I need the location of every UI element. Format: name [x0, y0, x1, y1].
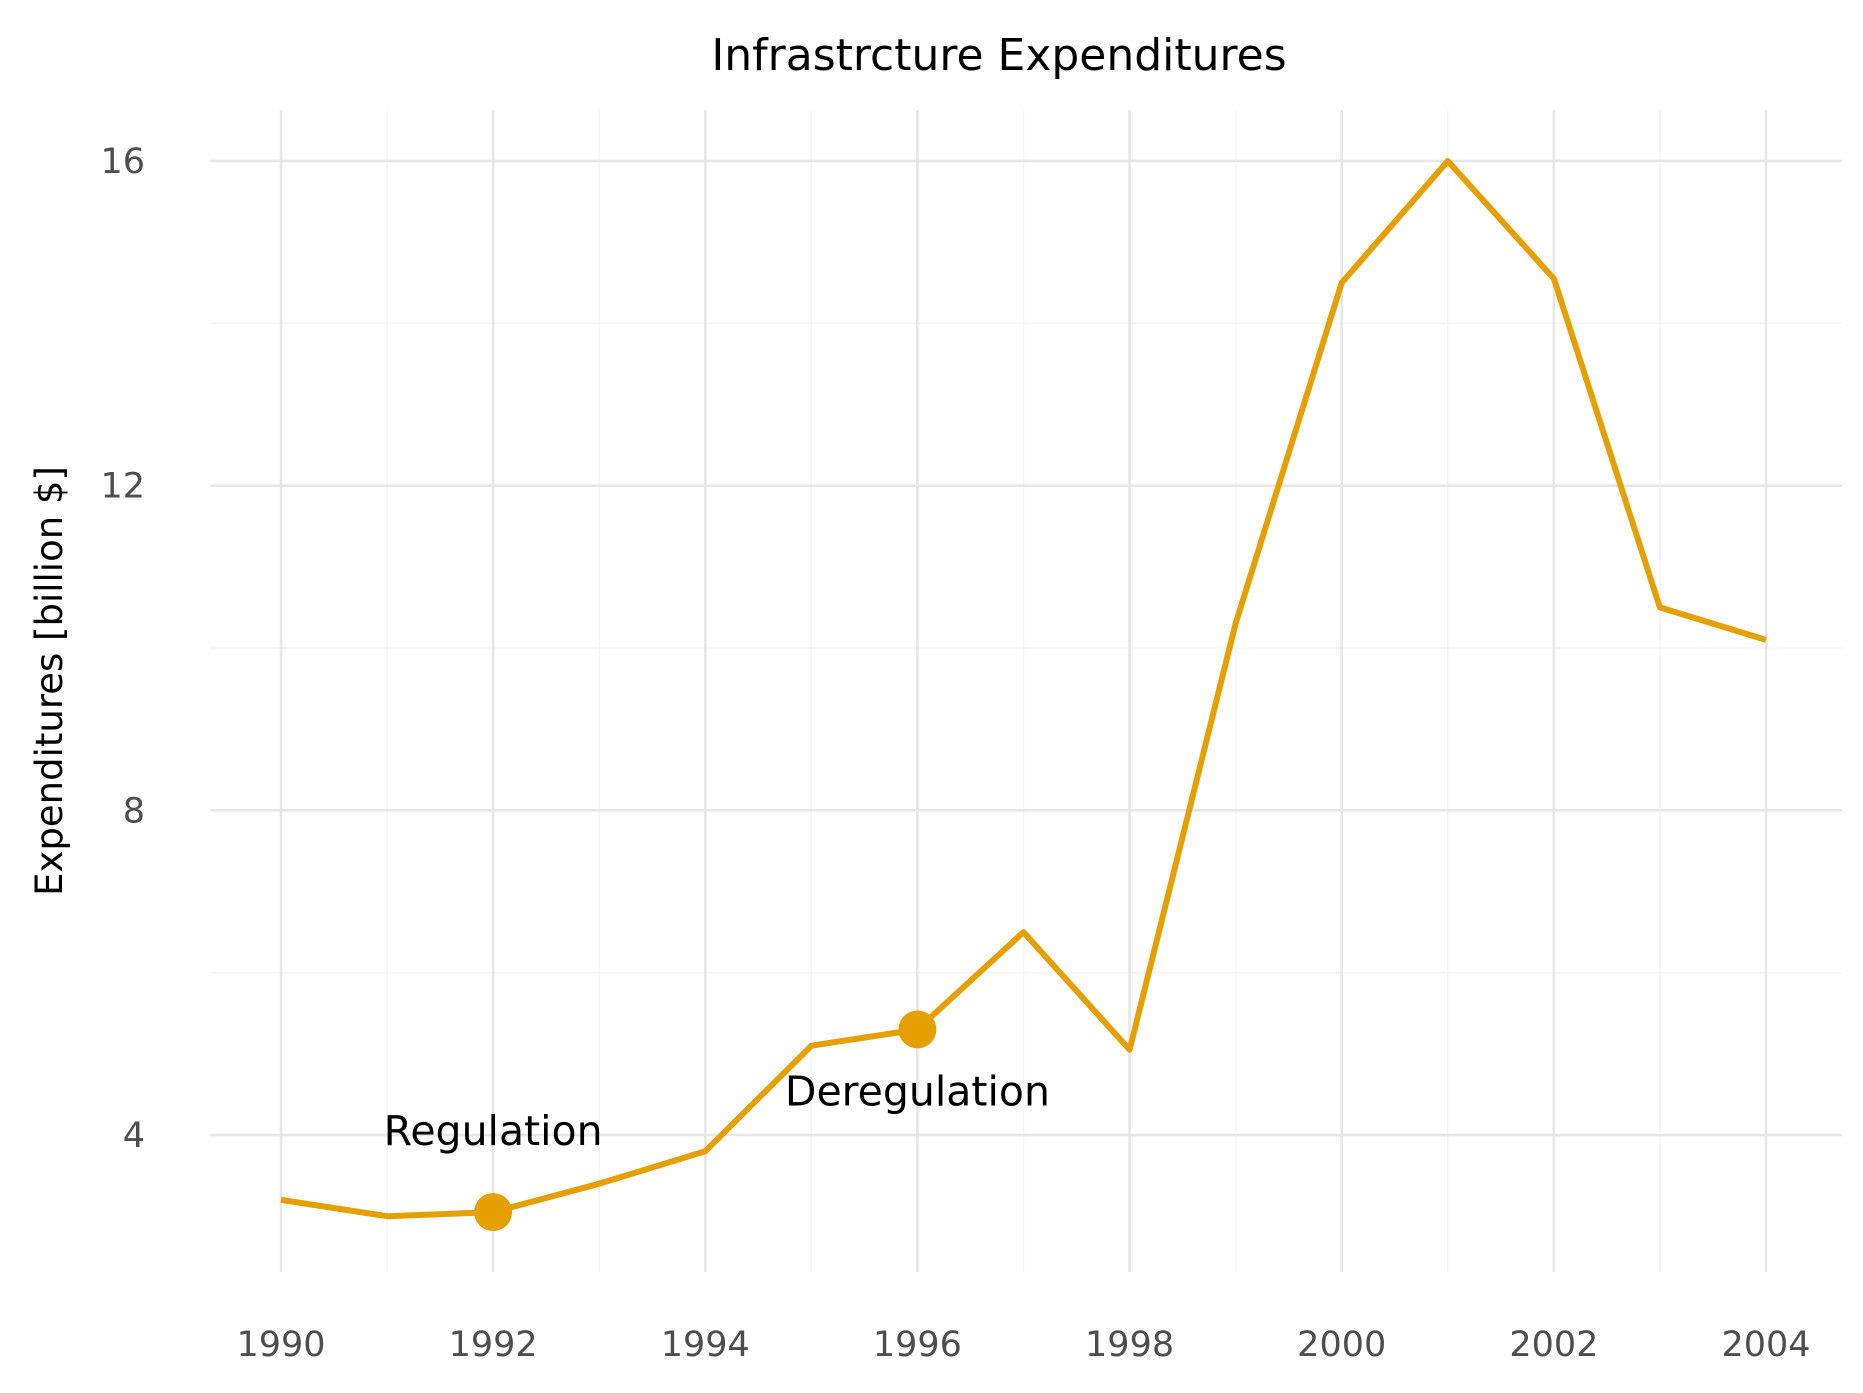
annotation-label: Deregulation	[785, 1067, 1050, 1115]
x-tick-label: 1990	[236, 1325, 325, 1365]
x-tick-label: 1994	[661, 1325, 750, 1365]
major-gridlines	[210, 110, 1842, 1272]
highlight-point	[474, 1193, 513, 1232]
x-tick-labels: 1990 1992 1994 1996 1998 2000 2002 2004	[236, 1325, 1810, 1365]
y-tick-label: 12	[100, 467, 145, 507]
series-layer	[280, 158, 1767, 1220]
x-tick-label: 1992	[449, 1325, 538, 1365]
highlight-points	[474, 1010, 937, 1232]
annotation-label: Regulation	[384, 1107, 603, 1155]
annotations: Regulation Deregulation	[384, 1067, 1050, 1155]
x-tick-label: 1998	[1085, 1325, 1174, 1365]
highlight-point	[898, 1010, 937, 1049]
x-tick-label: 2002	[1509, 1325, 1598, 1365]
y-tick-label: 4	[123, 1116, 145, 1156]
y-tick-labels: 4 8 12 16	[100, 142, 145, 1156]
y-tick-label: 8	[123, 791, 145, 831]
x-tick-label: 2000	[1297, 1325, 1386, 1365]
x-tick-label: 2004	[1721, 1325, 1810, 1365]
y-tick-label: 16	[100, 142, 145, 182]
series-line	[280, 158, 1767, 1220]
x-tick-label: 1996	[873, 1325, 962, 1365]
y-axis-label: Expenditures [billion $]	[28, 466, 71, 896]
chart-title: Infrastrcture Expenditures	[711, 30, 1286, 81]
